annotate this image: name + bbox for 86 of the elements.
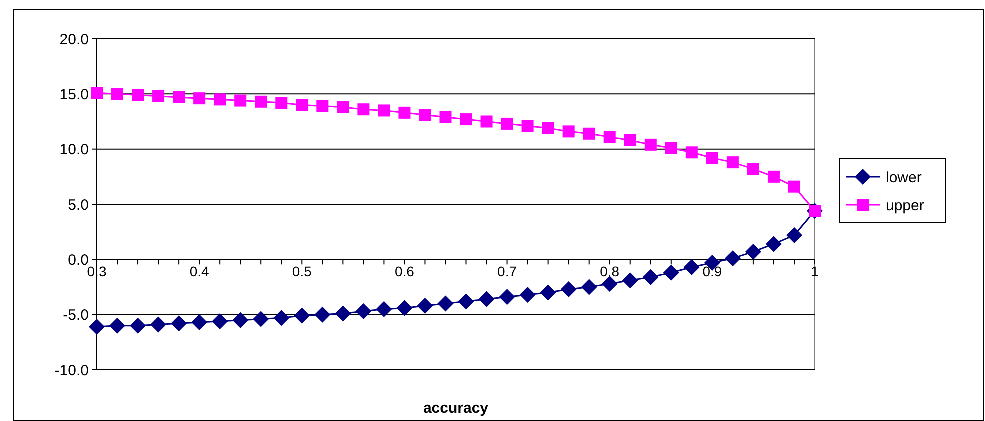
point bbox=[376, 301, 392, 318]
point bbox=[89, 318, 105, 335]
y-tick-label: 5.0 bbox=[68, 196, 89, 214]
point bbox=[501, 118, 514, 130]
point bbox=[542, 122, 554, 134]
point bbox=[745, 244, 762, 260]
x-tick-label: 0.4 bbox=[190, 264, 210, 280]
point bbox=[520, 286, 536, 303]
point bbox=[438, 296, 454, 312]
point bbox=[314, 306, 331, 323]
point bbox=[419, 109, 432, 122]
point bbox=[562, 126, 575, 138]
x-tick-label: 0.9 bbox=[702, 264, 722, 280]
point bbox=[602, 276, 618, 292]
y-tick-label: 0.0 bbox=[68, 252, 89, 269]
point bbox=[335, 306, 352, 322]
point bbox=[316, 100, 329, 112]
point bbox=[417, 298, 434, 314]
point bbox=[194, 92, 206, 105]
x-tick-label: 1 bbox=[811, 264, 820, 280]
point bbox=[171, 316, 188, 332]
point bbox=[192, 314, 208, 331]
point bbox=[581, 279, 598, 296]
point bbox=[644, 138, 657, 151]
x-tick-label: 0.7 bbox=[498, 264, 518, 280]
point bbox=[622, 272, 638, 289]
point bbox=[458, 294, 474, 310]
point bbox=[232, 312, 249, 328]
point bbox=[398, 106, 411, 119]
point bbox=[356, 304, 372, 320]
point bbox=[173, 91, 186, 104]
point bbox=[663, 264, 680, 281]
point bbox=[152, 90, 165, 102]
point bbox=[583, 128, 596, 140]
y-tick-label: -5.0 bbox=[63, 307, 89, 324]
y-tick-label: 20.0 bbox=[60, 31, 89, 48]
point bbox=[132, 89, 144, 102]
point bbox=[214, 94, 226, 106]
legend-label: lower bbox=[886, 169, 922, 186]
point bbox=[604, 131, 616, 144]
point bbox=[788, 180, 800, 193]
point bbox=[396, 300, 413, 316]
point bbox=[110, 318, 126, 334]
point bbox=[768, 170, 780, 183]
point bbox=[212, 313, 228, 330]
x-axis-title: accuracy bbox=[423, 400, 490, 417]
point bbox=[724, 250, 741, 267]
point bbox=[642, 269, 659, 286]
x-tick-label: 0.5 bbox=[292, 264, 312, 280]
x-tick-label: 0.6 bbox=[394, 264, 415, 280]
point bbox=[706, 152, 718, 164]
y-tick-label: -10.0 bbox=[54, 362, 89, 380]
point bbox=[460, 114, 472, 126]
point bbox=[540, 284, 556, 301]
point bbox=[480, 116, 493, 128]
point bbox=[253, 311, 270, 328]
point bbox=[337, 101, 350, 114]
point bbox=[747, 163, 760, 176]
point bbox=[234, 94, 247, 107]
point bbox=[150, 316, 167, 333]
point bbox=[130, 318, 146, 334]
point bbox=[684, 259, 700, 276]
point bbox=[766, 236, 782, 252]
point bbox=[112, 88, 124, 100]
point bbox=[255, 96, 268, 108]
point bbox=[478, 291, 495, 308]
y-tick-label: 10.0 bbox=[60, 142, 89, 159]
point bbox=[726, 156, 739, 169]
point bbox=[665, 142, 678, 154]
point bbox=[276, 96, 288, 109]
point bbox=[440, 111, 452, 124]
point bbox=[624, 134, 636, 147]
x-tick-label: 0.8 bbox=[600, 264, 620, 280]
point bbox=[686, 146, 698, 159]
legend-label: upper bbox=[886, 197, 924, 214]
point bbox=[274, 310, 290, 326]
point bbox=[296, 99, 308, 112]
point bbox=[378, 104, 390, 117]
point bbox=[560, 281, 577, 298]
y-tick-label: 15.0 bbox=[60, 86, 89, 104]
point bbox=[358, 104, 370, 116]
point bbox=[499, 289, 516, 306]
point bbox=[522, 120, 534, 132]
point bbox=[91, 87, 103, 100]
point bbox=[294, 308, 310, 324]
point bbox=[786, 227, 802, 244]
